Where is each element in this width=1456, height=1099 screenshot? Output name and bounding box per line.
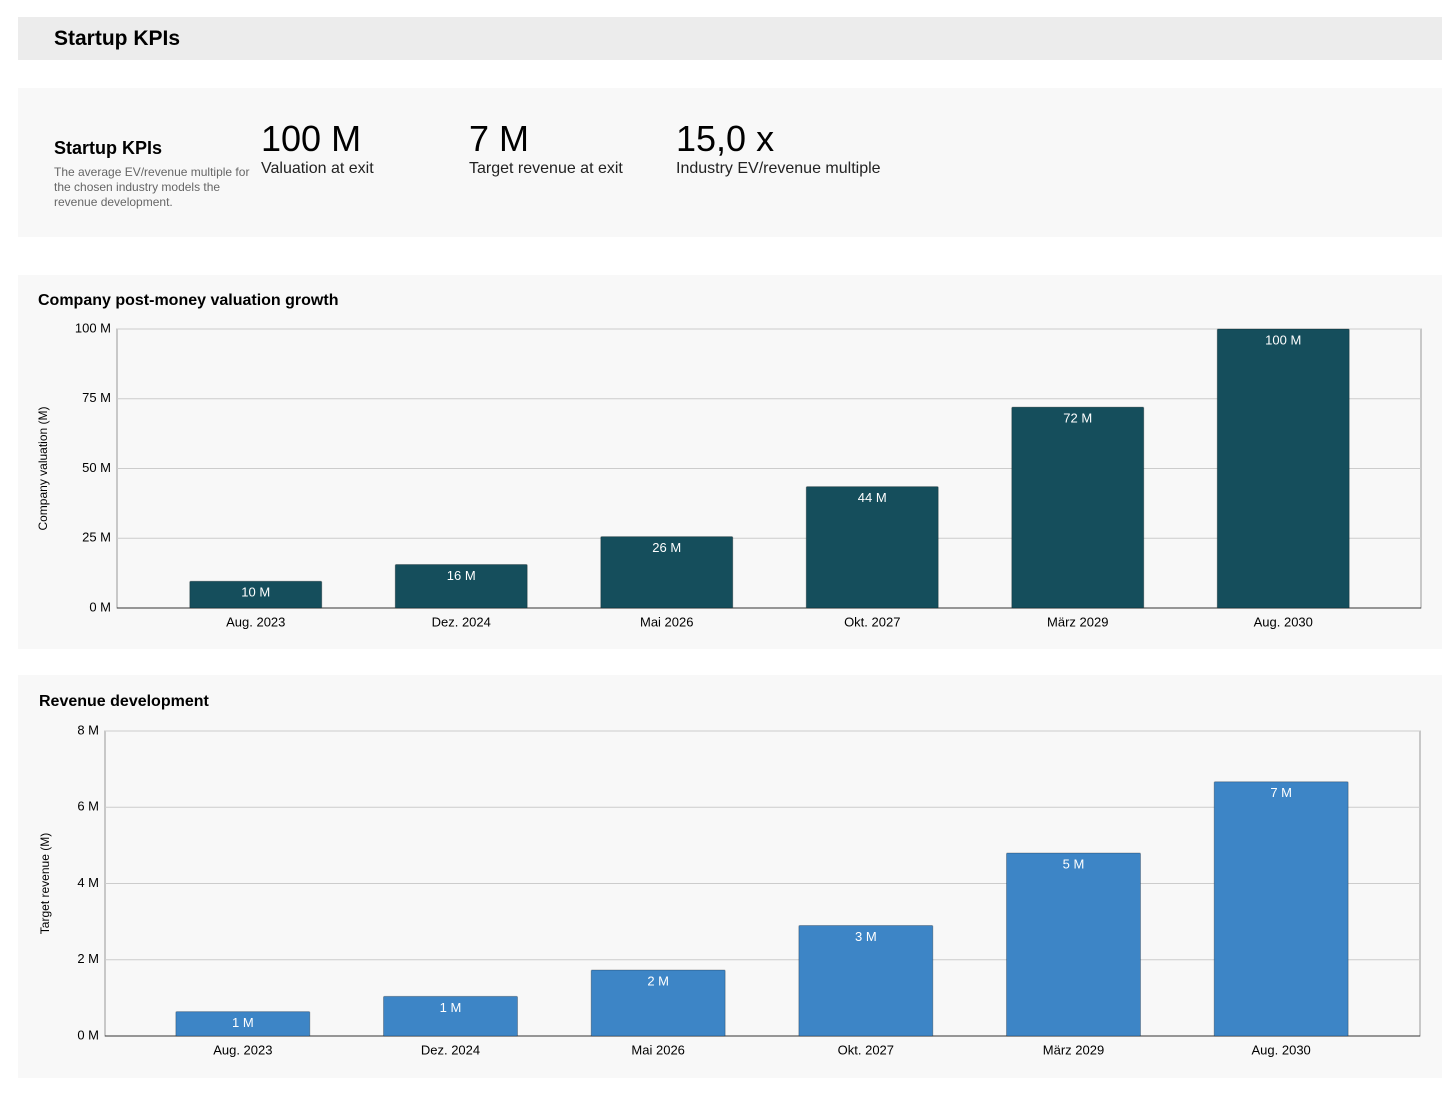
bar xyxy=(1006,852,1141,1037)
y-axis-label: Company valuation (M) xyxy=(36,406,50,530)
kpi-label: Target revenue at exit xyxy=(469,160,623,177)
x-tick-label: Aug. 2030 xyxy=(1252,1042,1311,1057)
bar xyxy=(1011,406,1145,609)
x-tick-label: Mai 2026 xyxy=(640,614,693,629)
kpi-description: The average EV/revenue multiple for the … xyxy=(54,165,250,209)
bar xyxy=(1213,781,1349,1037)
x-tick-label: Dez. 2024 xyxy=(432,614,491,629)
x-tick-label: März 2029 xyxy=(1043,1042,1104,1057)
kpi-panel: Startup KPIs The average EV/revenue mult… xyxy=(18,88,1442,237)
y-tick-label: 4 M xyxy=(77,875,99,890)
y-tick-label: 0 M xyxy=(77,1027,99,1042)
x-tick-label: Aug. 2023 xyxy=(213,1042,272,1057)
y-tick-label: 100 M xyxy=(75,320,111,335)
y-tick-label: 75 M xyxy=(82,390,111,405)
data-label: 10 M xyxy=(241,585,270,600)
y-tick-label: 2 M xyxy=(77,951,99,966)
x-tick-label: Mai 2026 xyxy=(631,1042,684,1057)
kpi-item: 7 M Target revenue at exit xyxy=(469,118,623,178)
bar xyxy=(189,580,323,609)
x-tick-label: Okt. 2027 xyxy=(844,614,900,629)
data-label: 44 M xyxy=(858,490,887,505)
kpi-value: 15,0 x xyxy=(676,118,775,159)
bar xyxy=(175,1011,311,1037)
bar xyxy=(383,995,518,1037)
data-label: 5 M xyxy=(1063,856,1085,871)
data-label: 16 M xyxy=(447,568,476,583)
bar xyxy=(805,486,939,609)
kpi-item: 15,0 x Industry EV/revenue multiple xyxy=(676,118,881,178)
data-label: 26 M xyxy=(652,540,681,555)
chart-title: Company post-money valuation growth xyxy=(38,292,338,309)
x-tick-label: Okt. 2027 xyxy=(838,1042,894,1057)
y-tick-label: 25 M xyxy=(82,530,111,545)
header: Startup KPIs xyxy=(18,17,1442,60)
data-label: 72 M xyxy=(1063,411,1092,426)
data-label: 7 M xyxy=(1270,785,1292,800)
y-tick-label: 6 M xyxy=(77,799,99,814)
x-tick-label: Aug. 2023 xyxy=(226,614,285,629)
bar xyxy=(600,536,734,609)
chart-title: Revenue development xyxy=(39,693,210,710)
chart-panel xyxy=(18,675,1442,1078)
data-label: 2 M xyxy=(647,973,669,988)
y-tick-label: 50 M xyxy=(82,460,111,475)
data-label: 100 M xyxy=(1265,332,1301,347)
bar xyxy=(590,969,726,1037)
bar xyxy=(394,563,528,609)
x-tick-label: Aug. 2030 xyxy=(1254,614,1313,629)
data-label: 1 M xyxy=(232,1015,254,1030)
kpi-label: Valuation at exit xyxy=(261,160,374,177)
kpi-title: Startup KPIs xyxy=(54,138,163,158)
kpi-value: 7 M xyxy=(469,118,530,159)
y-axis-label: Target revenue (M) xyxy=(38,833,52,934)
x-tick-label: Dez. 2024 xyxy=(421,1042,480,1057)
data-label: 3 M xyxy=(855,929,877,944)
data-label: 1 M xyxy=(440,1000,462,1015)
kpi-value: 100 M xyxy=(261,118,362,159)
kpi-item: 100 M Valuation at exit xyxy=(261,118,374,178)
y-tick-label: 0 M xyxy=(89,599,111,614)
y-tick-label: 8 M xyxy=(77,722,99,737)
x-tick-label: März 2029 xyxy=(1047,614,1108,629)
bar xyxy=(1216,328,1350,609)
header-title: Startup KPIs xyxy=(54,27,181,50)
kpi-label: Industry EV/revenue multiple xyxy=(676,160,881,177)
bar xyxy=(798,924,934,1037)
